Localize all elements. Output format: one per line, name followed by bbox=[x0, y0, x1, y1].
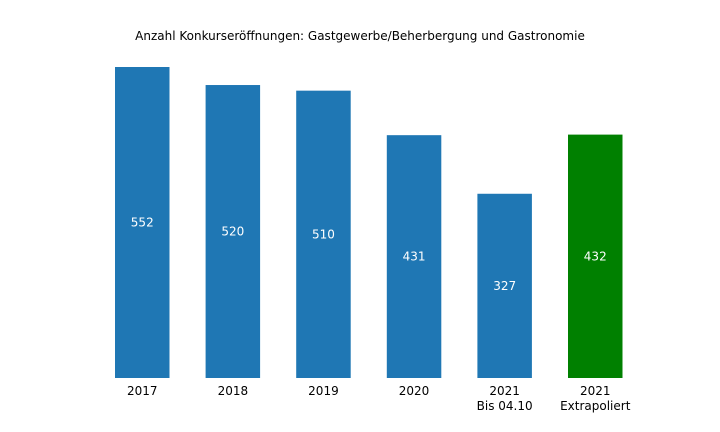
data-label-3: 431 bbox=[403, 250, 426, 264]
data-labels-group: 552 520 510 431 327 432 bbox=[131, 216, 607, 293]
bar-0 bbox=[115, 67, 170, 378]
x-tick-label-4-1: Bis 04.10 bbox=[477, 399, 533, 413]
x-tick-label-5-0: 2021 bbox=[580, 384, 611, 398]
bar-5 bbox=[568, 134, 623, 378]
x-tick-label-3-0: 2020 bbox=[399, 384, 430, 398]
chart-title: Anzahl Konkurseröffnungen: Gastgewerbe/B… bbox=[135, 29, 585, 43]
bar-1 bbox=[205, 85, 261, 378]
bar-4 bbox=[477, 193, 532, 378]
data-label-2: 510 bbox=[312, 227, 335, 241]
bar-3 bbox=[386, 135, 442, 378]
data-label-1: 520 bbox=[221, 225, 244, 239]
bars-group bbox=[115, 67, 623, 379]
data-label-4: 327 bbox=[493, 279, 516, 293]
x-tick-label-5-1: Extrapoliert bbox=[560, 399, 631, 413]
x-tick-label-4-0: 2021 bbox=[489, 384, 520, 398]
data-label-0: 552 bbox=[131, 216, 154, 230]
data-label-5: 432 bbox=[584, 249, 607, 263]
x-tick-label-1-0: 2018 bbox=[218, 384, 249, 398]
x-tick-label-2-0: 2019 bbox=[308, 384, 339, 398]
bar-2 bbox=[296, 90, 351, 379]
x-tick-label-0-0: 2017 bbox=[127, 384, 158, 398]
